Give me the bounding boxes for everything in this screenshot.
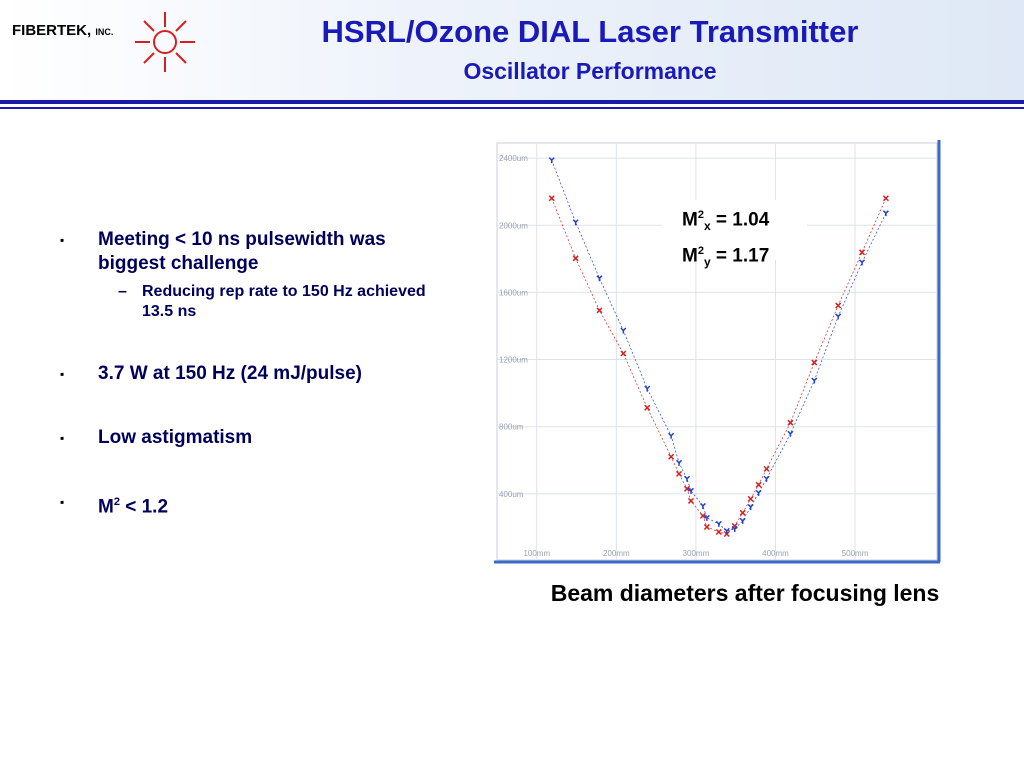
- data-point: [572, 219, 579, 226]
- data-point: [683, 485, 691, 492]
- data-point: [687, 497, 695, 504]
- annotation-base: M: [682, 245, 698, 267]
- y-tick-label: 2000um: [499, 221, 528, 230]
- bullet: M2 < 1.2: [60, 490, 440, 519]
- data-point: [723, 530, 730, 538]
- y-tick-label: 2400um: [499, 154, 528, 163]
- logo: FIBERTEK, INC.: [12, 22, 113, 39]
- x-tick-label: 300mm: [683, 549, 710, 558]
- data-point: [687, 487, 695, 494]
- data-point: [763, 475, 770, 482]
- data-point: [596, 307, 603, 314]
- data-point: [668, 453, 675, 460]
- data-point: [787, 419, 794, 426]
- bullet-text: Low astigmatism: [98, 427, 253, 448]
- header-band: [0, 0, 1024, 100]
- data-point: [644, 385, 651, 392]
- bullet-text: 3.7 W at 150 Hz (24 mJ/pulse): [98, 363, 362, 384]
- subtitle: Oscillator Performance: [463, 58, 717, 84]
- annotation-base: M: [682, 209, 698, 231]
- annotation: M2x = 1.04: [682, 203, 807, 239]
- subscript: x: [703, 219, 711, 234]
- data-point: [676, 470, 683, 477]
- y-tick-label: 1600um: [499, 288, 528, 297]
- data-point: [683, 475, 691, 482]
- annotation-box: M2x = 1.04 M2y = 1.17: [662, 200, 807, 269]
- data-point: [763, 465, 770, 472]
- title: HSRL/Ozone DIAL Laser Transmitter: [321, 14, 859, 49]
- x-tick-label: 100mm: [523, 549, 550, 558]
- annotation-text: = 1.04: [710, 209, 770, 231]
- data-point: [715, 528, 722, 535]
- data-point: [739, 517, 746, 524]
- y-tick-label: 400um: [499, 490, 524, 499]
- data-point: [739, 509, 746, 516]
- bullet-text: M: [98, 496, 114, 518]
- data-point: [859, 249, 866, 256]
- x-tick-label: 200mm: [603, 549, 630, 558]
- data-point: [676, 459, 683, 466]
- data-point: [835, 313, 842, 320]
- data-point: [596, 275, 603, 282]
- data-point: [747, 503, 754, 510]
- caption: Beam diameters after focusing lens: [550, 580, 940, 606]
- bullet: Meeting < 10 ns pulsewidth was biggest c…: [60, 228, 440, 322]
- superscript: 2: [113, 496, 120, 508]
- bullet: 3.7 W at 150 Hz (24 mJ/pulse): [60, 362, 440, 386]
- data-point: [699, 512, 706, 519]
- header-rule: [0, 107, 1024, 109]
- annotation: M2y = 1.17: [682, 239, 807, 275]
- data-point: [755, 489, 762, 496]
- y-tick-label: 800um: [499, 423, 524, 432]
- logo-name: FIBERTEK,: [12, 22, 92, 39]
- data-point: [723, 527, 730, 534]
- data-point: [699, 502, 706, 509]
- data-point: [715, 520, 722, 527]
- sub-bullet: Reducing rep rate to 150 Hz achieved 13.…: [98, 282, 440, 322]
- data-point: [620, 327, 627, 334]
- superscript: 2: [697, 209, 704, 221]
- superscript: 2: [697, 245, 704, 258]
- data-point: [811, 359, 818, 366]
- data-point: [835, 302, 842, 309]
- annotation-text: = 1.17: [710, 245, 770, 267]
- bullet-text: Meeting < 10 ns pulsewidth was biggest c…: [98, 229, 386, 274]
- data-point: [644, 404, 651, 411]
- data-point: [882, 195, 889, 202]
- header-rule: [0, 100, 1024, 104]
- logo-suffix: INC.: [95, 27, 114, 37]
- data-point: [572, 255, 579, 262]
- data-point: [859, 259, 866, 266]
- data-point: [747, 495, 754, 502]
- subscript: y: [703, 255, 711, 270]
- bullet: Low astigmatism: [60, 426, 440, 450]
- data-point: [811, 377, 818, 384]
- y-tick-label: 1200um: [499, 356, 528, 365]
- data-point: [548, 195, 555, 202]
- data-point: [703, 514, 710, 521]
- data-point: [548, 157, 555, 164]
- data-point: [787, 430, 794, 437]
- data-point: [755, 481, 762, 488]
- data-point: [882, 210, 889, 217]
- data-point: [703, 523, 710, 530]
- logo-burst: [135, 12, 195, 72]
- data-point: [620, 350, 627, 357]
- bullet-text: < 1.2: [119, 496, 169, 518]
- x-tick-label: 500mm: [842, 549, 869, 558]
- data-point: [731, 525, 738, 532]
- bullet-list: Meeting < 10 ns pulsewidth was biggest c…: [60, 228, 440, 559]
- data-point: [668, 432, 675, 439]
- x-tick-label: 400mm: [762, 549, 789, 558]
